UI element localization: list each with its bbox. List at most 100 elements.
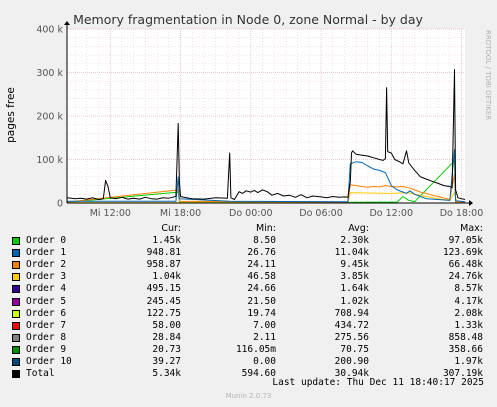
legend-swatch [12,333,20,342]
series-line-order-1 [67,149,466,203]
legend-value-cur: 39.27 [152,356,181,367]
legend-value-min: 21.50 [247,295,276,307]
legend-value-max: 358.66 [448,343,483,355]
legend-series-name: Order 0 [26,235,67,246]
legend-swatch [12,273,20,282]
legend-value-min: 8.50 [253,235,276,246]
legend-row: Order 1 948.81 26.76 11.04k 123.69k [0,247,497,259]
legend-row: Order 7 58.00 7.00 434.72 1.33k [0,320,497,332]
legend-value-cur: 948.81 [146,247,181,259]
legend-series-name: Order 7 [26,319,67,331]
legend-value-max: 97.05k [448,235,483,246]
legend-swatch [12,237,20,245]
legend-series-name: Order 9 [26,343,67,355]
legend-value-avg: 434.72 [334,319,369,331]
legend-value-cur: 245.45 [146,295,181,307]
legend-series-name: Order 10 [26,356,72,367]
legend-value-max: 123.69k [442,247,483,259]
legend-header-min: Min: [255,223,276,234]
legend-value-cur: 58.00 [152,319,181,331]
legend-row: Order 9 20.73 116.05m 70.75 358.66 [0,344,497,356]
legend-value-min: 594.60 [241,368,276,380]
legend-value-min: 7.00 [253,319,276,331]
x-tick-label: Do 12:00 [369,208,413,219]
legend-swatch [12,345,20,354]
legend-row: Total 5.34k 594.60 30.94k 307.19k [0,368,497,380]
legend-value-max: 1.33k [454,319,483,331]
legend-value-min: 26.76 [247,247,276,259]
legend-value-max: 2.08k [454,307,483,319]
legend-series-name: Order 2 [26,259,67,271]
last-update: Last update: Thu Dec 11 18:40:17 2025 [272,377,484,388]
legend-value-avg: 9.45k [340,259,369,271]
legend-value-min: 19.74 [247,307,276,319]
legend-header-cur: Cur: [161,223,181,234]
legend-value-cur: 5.34k [152,368,181,380]
legend-swatch [12,249,20,258]
series-line-total [66,69,466,200]
x-tick-label: Do 06:00 [299,208,343,219]
legend-row: Order 3 1.04k 46.58 3.85k 24.76k [0,271,497,283]
legend-swatch [12,261,20,270]
legend-series-name: Order 4 [26,283,67,295]
legend-swatch [12,297,20,306]
legend-value-cur: 958.87 [146,259,181,271]
legend-value-max: 1.97k [454,356,483,367]
x-axis-arrow [469,200,473,206]
y-axis-label: pages free [5,87,17,143]
legend-value-cur: 122.75 [146,307,181,319]
x-tick-label: Do 18:00 [440,208,484,219]
legend-value-max: 24.76k [448,271,483,283]
legend-value-cur: 495.15 [146,283,181,295]
legend-value-avg: 200.90 [334,356,369,367]
legend-row: Order 4 495.15 24.66 1.64k 8.57k [0,283,497,295]
footer-version: Munin 2.0.73 [225,392,272,400]
legend-value-avg: 275.56 [334,331,369,343]
legend-value-avg: 1.02k [340,295,369,307]
y-tick-label: 100 k [36,155,63,166]
legend-series-name: Order 1 [26,247,67,259]
y-tick-label: 0 [57,199,63,210]
legend-row: Order 8 28.84 2.11 275.56 858.48 [0,332,497,344]
legend-value-max: 8.57k [454,283,483,295]
legend-row: Order 0 1.45k 8.50 2.30k 97.05k [0,235,497,247]
legend-value-min: 2.11 [253,331,276,343]
legend-value-cur: 1.45k [152,235,181,246]
legend-swatch [12,321,20,330]
legend-value-min: 116.05m [235,343,276,355]
legend-value-avg: 30.94k [334,368,369,380]
legend-header-max: Max: [460,223,483,234]
legend-value-cur: 1.04k [152,271,181,283]
legend-value-avg: 1.64k [340,283,369,295]
x-tick-label: Do 00:00 [229,208,273,219]
x-tick-label: Mi 18:00 [160,208,201,219]
legend-value-min: 24.11 [247,259,276,271]
legend-series-name: Total [26,368,55,380]
legend-value-cur: 20.73 [152,343,181,355]
legend-value-min: 0.00 [253,356,276,367]
legend-swatch [12,358,20,366]
y-axis-arrow [64,21,70,25]
legend-series-name: Order 8 [26,331,67,343]
legend-value-max: 4.17k [454,295,483,307]
legend-series-name: Order 5 [26,295,67,307]
legend-value-avg: 3.85k [340,271,369,283]
legend-value-avg: 708.94 [334,307,369,319]
legend-value-min: 24.66 [247,283,276,295]
y-tick-label: 300 k [36,68,63,79]
legend-swatch [12,309,20,318]
legend-value-avg: 70.75 [340,343,369,355]
legend-row: Order 5 245.45 21.50 1.02k 4.17k [0,296,497,308]
legend-header-avg: Avg: [348,223,369,234]
legend-swatch [12,370,20,379]
legend-swatch [12,285,20,294]
legend-value-max: 307.19k [442,368,483,380]
legend-value-min: 46.58 [247,271,276,283]
legend-row: Order 6 122.75 19.74 708.94 2.08k [0,308,497,320]
y-tick-label: 400 k [36,25,63,36]
legend-series-name: Order 3 [26,271,67,283]
plot-area: 0 100 k 200 k 300 k 400 k Mi 12:00 Mi 18:00 Do … [36,21,483,219]
y-tick-label: 200 k [36,112,63,123]
legend-value-max: 858.48 [448,331,483,343]
